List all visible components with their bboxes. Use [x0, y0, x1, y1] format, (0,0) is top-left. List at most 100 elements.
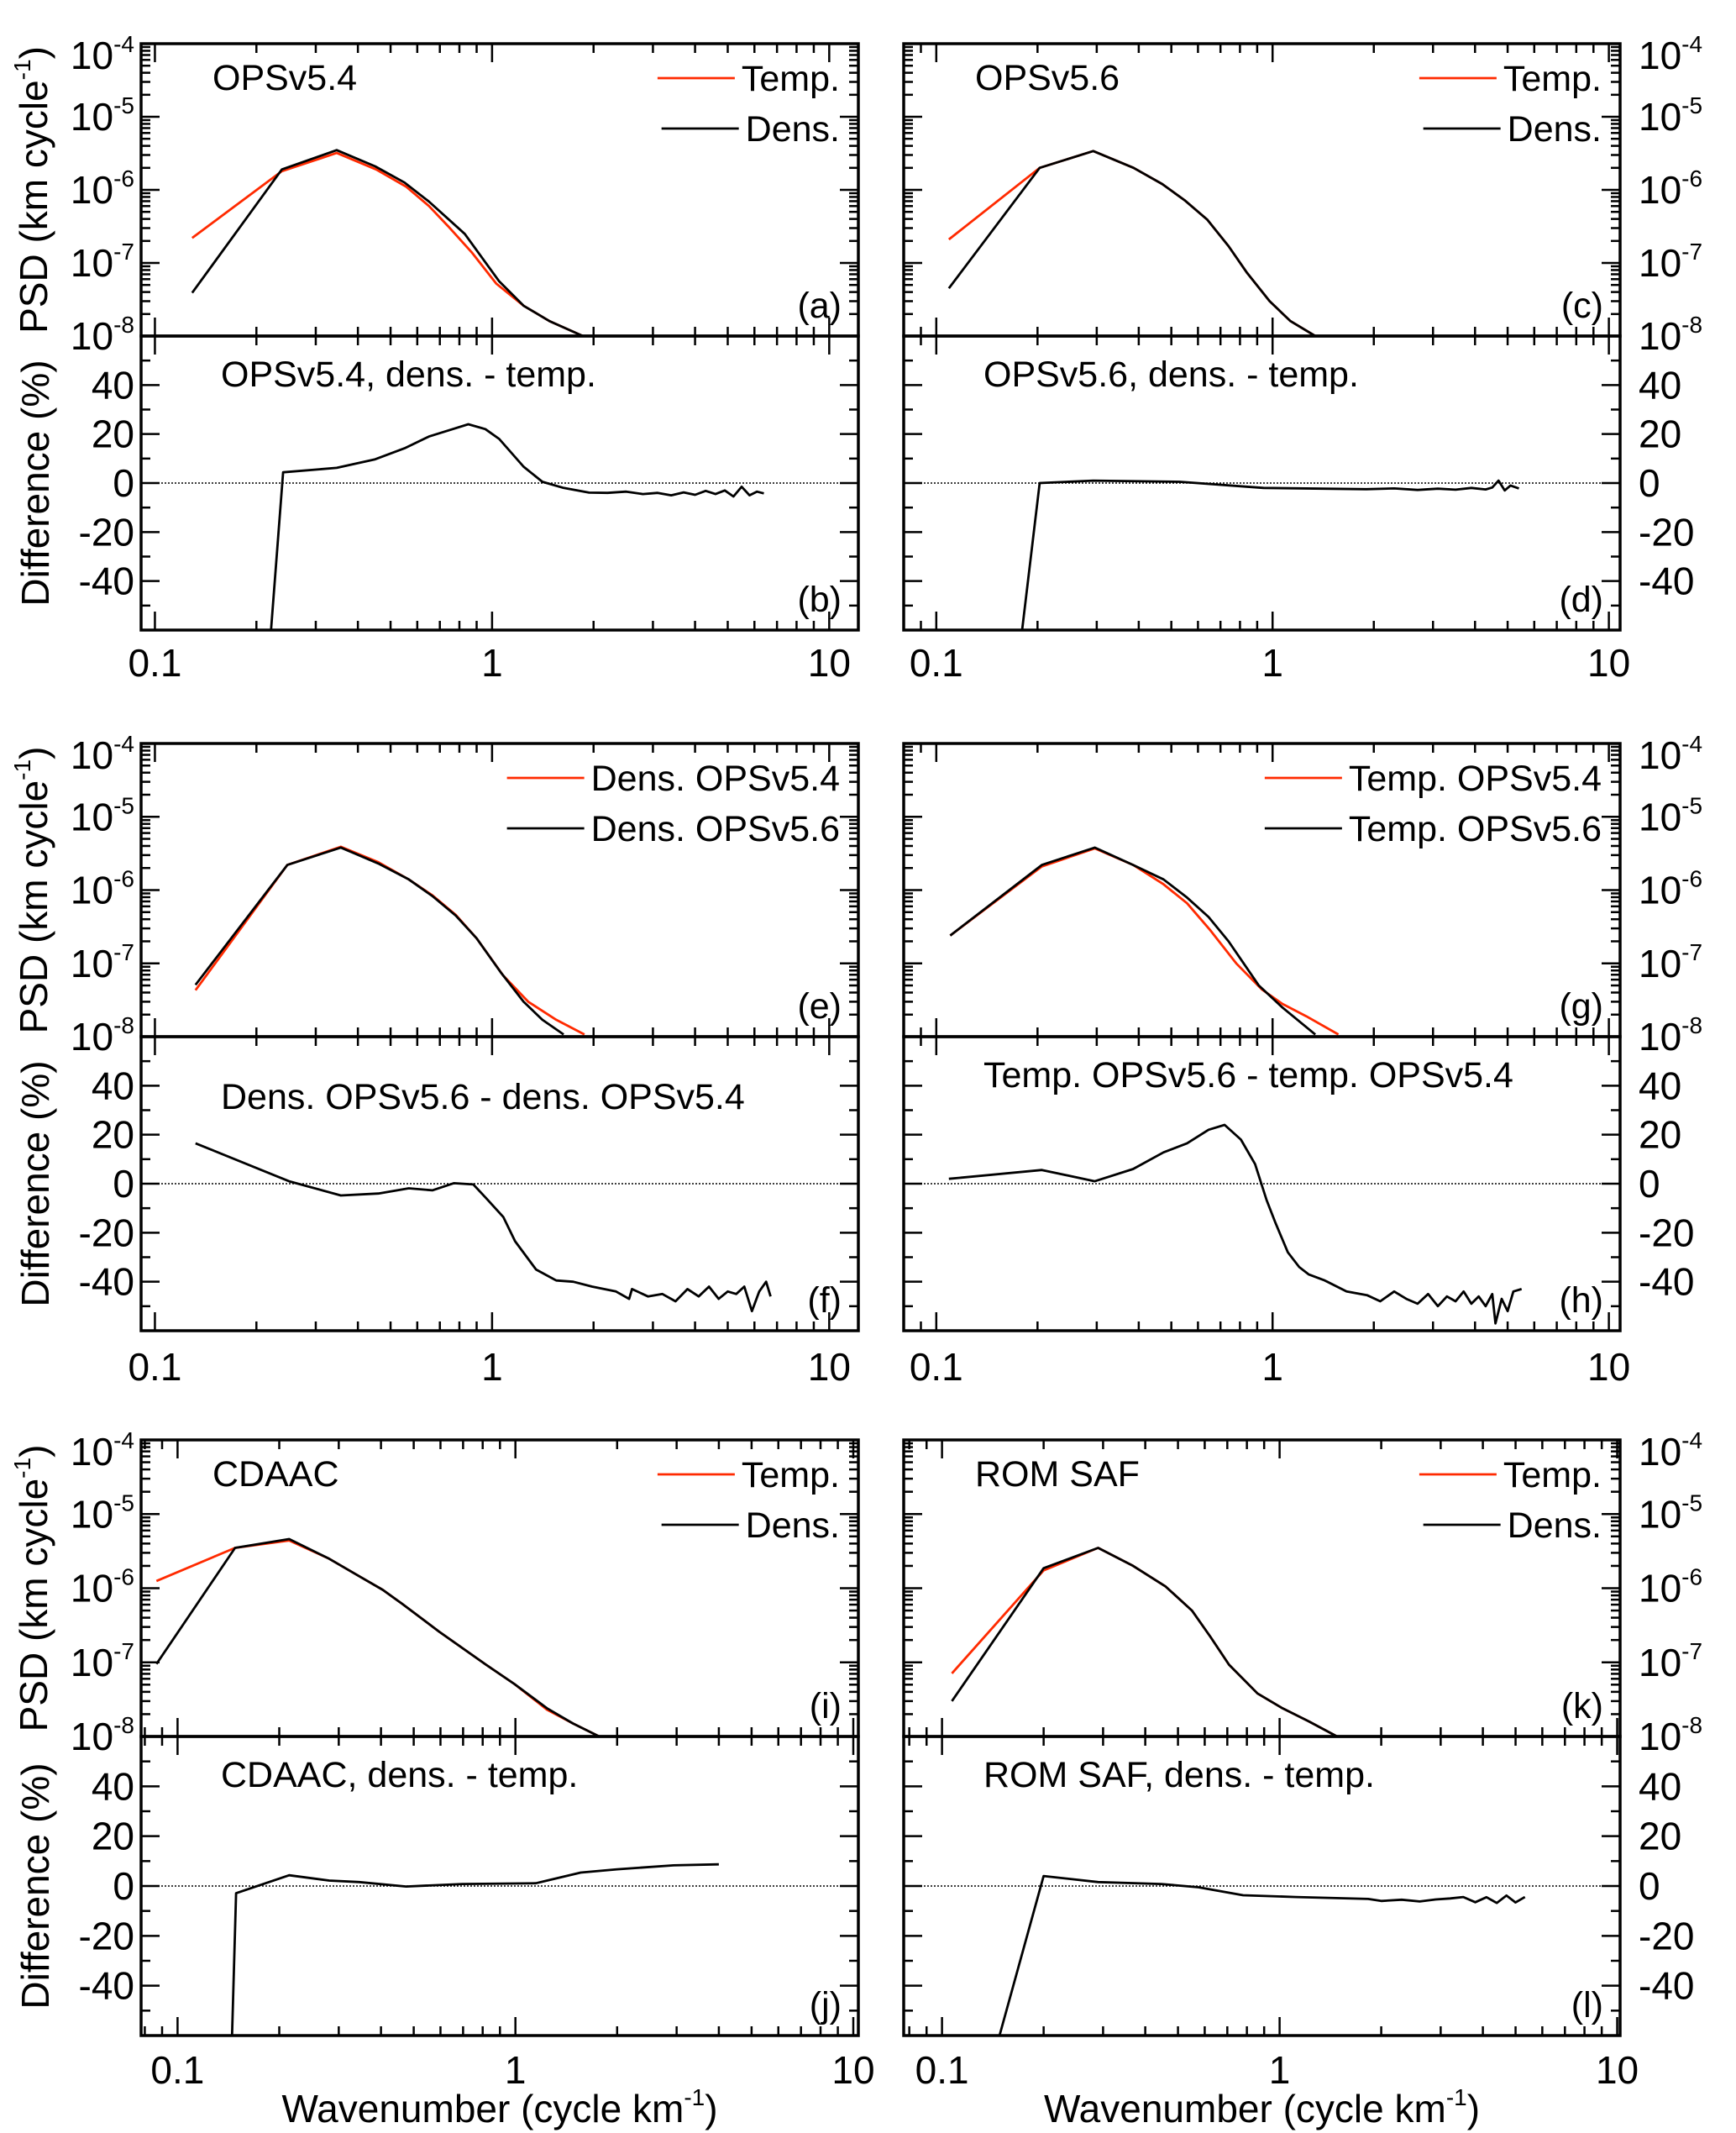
series-line-dens-opsv5-6	[194, 846, 564, 1036]
panel-i: CDAAC (i) Temp. Dens. 10-4 10-5 10-6 10-7 10-8 PS…	[9, 1427, 860, 1758]
x-tick-label: 10	[1596, 2048, 1639, 2092]
series-line-dens-	[155, 1537, 601, 1736]
y-tick-label: 10-4	[71, 1427, 134, 1474]
plot-frame	[139, 1035, 860, 1332]
y-tick-label: 10-7	[1639, 939, 1702, 985]
panel-h: Temp. OPSv5.6 - temp. OPSv5.4 (h) 40 20 0 -20…	[902, 1035, 1694, 1389]
y-tick-label: 10-6	[71, 1564, 134, 1610]
panel-title: OPSv5.6	[975, 58, 1120, 98]
y-tick-label: 10-6	[1639, 1564, 1702, 1610]
panel-d: OPSv5.6, dens. - temp. (d) 40 20 0 -20 -40 0.1 1…	[902, 334, 1694, 685]
series-line-temp-	[155, 1539, 601, 1736]
plot-frame	[139, 334, 860, 632]
y-tick-label: 10-6	[71, 165, 134, 212]
x-tick-label: 0.1	[910, 1345, 963, 1389]
y-tick-label: -20	[79, 1211, 134, 1254]
panel-title: Dens. OPSv5.6 - dens. OPSv5.4	[221, 1077, 745, 1117]
panel-e: (e) Dens. OPSv5.4 Dens. OPSv5.6 10-4 10-5 10-…	[9, 731, 860, 1059]
panel-letter: (d)	[1559, 580, 1603, 620]
y-tick-label: 10-8	[1639, 312, 1702, 358]
x-tick-label: 0.1	[910, 641, 963, 685]
x-tick-label: 0.1	[150, 2048, 204, 2092]
series-line-dens-	[947, 150, 1316, 336]
y-tick-label: 0	[1639, 1864, 1660, 1908]
legend-label: Dens. OPSv5.6	[591, 809, 840, 849]
x-tick-label: 10	[808, 641, 851, 685]
series-line-difference	[948, 1123, 1523, 1325]
panel-letter: (i)	[810, 1686, 842, 1726]
series-line-temp-	[191, 151, 584, 336]
panel-title: CDAAC, dens. - temp.	[221, 1755, 578, 1795]
panel-b: OPSv5.4, dens. - temp. (b) 40 20 0 -20 -40 0.1 1…	[13, 334, 860, 685]
panel-title: OPSv5.6, dens. - temp.	[983, 355, 1359, 395]
y-axis-label: PSD (km cycle-1)	[9, 46, 55, 334]
y-tick-label: 10-4	[1639, 731, 1702, 777]
y-tick-label: 0	[113, 1162, 134, 1206]
y-tick-label: -20	[1639, 1211, 1694, 1254]
legend-label: Temp.	[742, 1455, 840, 1495]
panel-title: ROM SAF, dens. - temp.	[983, 1755, 1375, 1795]
panel-letter: (a)	[797, 286, 842, 326]
y-tick-label: 40	[1639, 1064, 1681, 1107]
series-line-dens-	[191, 149, 584, 336]
panel-l: ROM SAF, dens. - temp. (l) 40 20 0 -20 -40 0.1 1…	[902, 1735, 1694, 2130]
y-tick-label: 40	[92, 1764, 134, 1808]
y-tick-label: 40	[1639, 363, 1681, 407]
y-tick-label: 10-6	[1639, 165, 1702, 212]
panel-letter: (c)	[1561, 286, 1603, 326]
y-axis-label: PSD (km cycle-1)	[9, 747, 55, 1034]
y-tick-label: 10-7	[71, 239, 134, 285]
y-tick-label: 10-5	[71, 792, 134, 838]
y-tick-label: -20	[79, 510, 134, 554]
y-tick-label: 20	[1639, 1113, 1681, 1157]
panel-letter: (f)	[807, 1280, 842, 1321]
y-tick-label: 40	[92, 1064, 134, 1107]
series-line-dens-opsv5-4	[194, 845, 585, 1036]
series-line-temp-	[951, 1547, 1338, 1736]
x-axis-label: Wavenumber (cycle km-1)	[1044, 2084, 1480, 2130]
x-tick-label: 0.1	[128, 1345, 181, 1389]
y-tick-label: 0	[113, 1864, 134, 1908]
panel-letter: (l)	[1571, 1985, 1603, 2025]
y-tick-label: 0	[113, 461, 134, 505]
panel-title: CDAAC	[212, 1454, 339, 1495]
panel-letter: (j)	[810, 1985, 842, 2025]
y-tick-label: 10-8	[71, 1712, 134, 1758]
legend-label: Dens.	[746, 1505, 840, 1546]
legend-label: Temp. OPSv5.6	[1349, 809, 1602, 849]
panel-letter: (g)	[1559, 986, 1603, 1027]
series-line-temp-	[947, 150, 1316, 336]
y-tick-label: 40	[92, 363, 134, 407]
y-tick-label: 10-5	[1639, 92, 1702, 139]
y-tick-label: 10-8	[1639, 1012, 1702, 1059]
series-line-difference	[230, 1862, 719, 2036]
x-tick-label: 1	[481, 641, 503, 685]
series-line-difference	[1020, 479, 1519, 630]
y-tick-label: 20	[1639, 1815, 1681, 1858]
y-tick-label: 10-5	[71, 92, 134, 139]
panel-a: OPSv5.4 (a) Temp. Dens. 10-4 10-5 10-6 10-7 10-8…	[9, 31, 860, 358]
x-tick-label: 10	[808, 1345, 851, 1389]
x-tick-label: 0.1	[915, 2048, 969, 2092]
y-tick-label: 10-7	[1639, 1638, 1702, 1684]
y-tick-label: 10-8	[1639, 1712, 1702, 1758]
y-tick-label: -20	[79, 1914, 134, 1957]
y-axis-label: PSD (km cycle-1)	[9, 1445, 55, 1732]
y-tick-label: 10-8	[71, 1012, 134, 1059]
x-tick-label: 1	[1269, 2048, 1291, 2092]
panel-k: ROM SAF (k) Temp. Dens. 10-4 10-5 10-6 10-7 10-8	[902, 1427, 1702, 1758]
y-tick-label: 10-5	[71, 1489, 134, 1536]
y-tick-label: 10-5	[1639, 792, 1702, 838]
legend-label: Temp.	[1503, 1455, 1602, 1495]
x-tick-label: 1	[1261, 1345, 1283, 1389]
x-tick-label: 0.1	[128, 641, 181, 685]
legend-label: Temp.	[742, 59, 840, 99]
y-tick-label: 10-4	[71, 731, 134, 777]
plot-frame	[902, 1735, 1622, 2037]
y-axis-label: Difference (%)	[13, 1060, 57, 1306]
panel-letter: (b)	[797, 580, 842, 620]
y-tick-label: 20	[92, 1815, 134, 1858]
y-tick-label: 10-7	[71, 1638, 134, 1684]
series-line-difference	[270, 423, 764, 630]
